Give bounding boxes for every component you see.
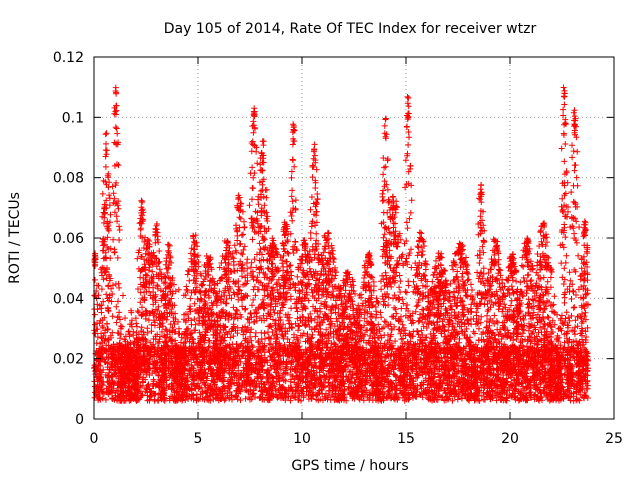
data-point <box>141 261 148 268</box>
data-point <box>250 129 257 136</box>
data-point <box>289 187 296 194</box>
data-point <box>289 198 296 205</box>
data-point <box>480 396 487 403</box>
data-point <box>255 338 262 344</box>
data-point <box>152 239 159 246</box>
data-point <box>455 311 462 317</box>
data-point <box>442 305 449 312</box>
data-point <box>513 278 520 285</box>
data-point <box>227 389 233 395</box>
data-point <box>137 289 144 296</box>
data-point <box>289 217 296 224</box>
data-point <box>487 316 494 322</box>
data-point <box>391 292 398 299</box>
data-point <box>103 291 110 298</box>
data-point <box>265 280 272 287</box>
data-point <box>280 252 287 259</box>
data-point <box>510 289 517 296</box>
data-point <box>352 290 358 297</box>
data-point <box>414 243 421 250</box>
data-point <box>399 321 406 328</box>
data-point <box>249 236 256 243</box>
data-point <box>479 243 486 250</box>
data-point <box>561 265 568 272</box>
data-point <box>567 277 574 284</box>
data-point <box>308 194 315 200</box>
data-point <box>148 321 155 328</box>
data-point <box>263 194 270 201</box>
data-point <box>267 353 274 359</box>
data-point <box>381 231 388 238</box>
data-point <box>288 168 295 175</box>
data-point <box>115 205 122 212</box>
data-point <box>93 282 100 289</box>
data-point <box>260 256 267 263</box>
data-point <box>239 251 246 258</box>
data-point <box>487 266 494 273</box>
data-point <box>199 281 206 288</box>
data-point <box>402 157 409 164</box>
data-point <box>252 208 259 215</box>
data-point <box>129 317 135 324</box>
chart-title: Day 105 of 2014, Rate Of TEC Index for r… <box>164 21 537 37</box>
data-point <box>108 298 115 305</box>
data-points <box>91 84 591 404</box>
data-point <box>187 295 194 302</box>
data-point <box>134 323 140 330</box>
data-point <box>273 281 280 288</box>
data-point <box>457 264 464 271</box>
data-point <box>400 300 407 307</box>
data-point <box>581 282 587 289</box>
data-point <box>397 278 404 285</box>
data-point <box>551 293 558 300</box>
data-point <box>584 324 591 331</box>
data-point <box>463 254 469 261</box>
data-point <box>168 355 175 362</box>
